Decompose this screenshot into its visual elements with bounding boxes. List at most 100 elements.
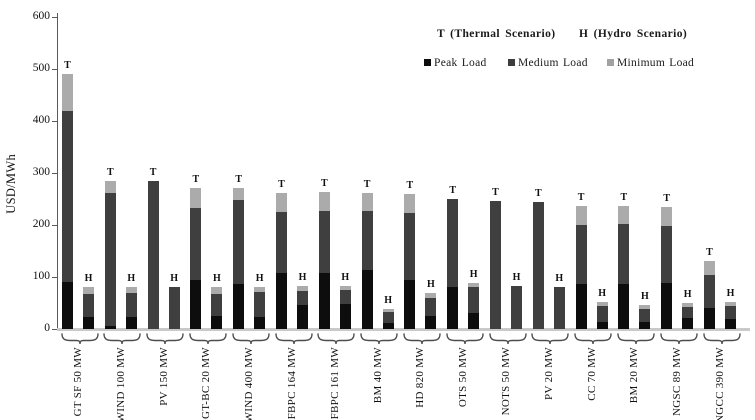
bar-stack-hydro — [725, 301, 736, 329]
group-brace-icon — [659, 332, 698, 350]
bar-segment-medium-load — [254, 292, 266, 318]
group-brace-icon — [274, 332, 313, 350]
group-brace-icon — [445, 332, 484, 350]
scenario-letter-thermal: T — [577, 191, 585, 203]
bar-segment-medium-load — [276, 211, 287, 273]
bar-segment-minimum-load — [233, 188, 245, 201]
bar-segment-medium-load — [318, 210, 330, 273]
bar-stack-hydro — [511, 285, 522, 329]
bar-stack-thermal — [190, 188, 202, 329]
scenario-letter-hydro: H — [341, 272, 350, 284]
bar-segment-peak-load — [639, 322, 651, 329]
bar-segment-medium-load — [168, 287, 180, 329]
bar-segment-minimum-load — [618, 205, 630, 224]
bar-segment-minimum-load — [211, 287, 223, 295]
category-label: CC 70 MW — [585, 347, 598, 401]
group-brace-icon — [531, 332, 569, 350]
bar-segment-minimum-load — [682, 303, 694, 308]
y-tick-mark — [52, 329, 57, 330]
scenario-letter-thermal: T — [278, 178, 285, 190]
bar-stack-thermal — [147, 180, 159, 329]
y-axis-line — [57, 13, 58, 331]
bar-segment-peak-load — [190, 279, 202, 329]
bar-stack-hydro — [425, 292, 437, 329]
bar-segment-medium-load — [233, 200, 245, 284]
scenario-letter-hydro: H — [598, 287, 606, 299]
legend-label: Minimum Load — [617, 57, 695, 69]
bar-segment-medium-load — [639, 309, 651, 323]
bar-segment-medium-load — [147, 180, 159, 329]
group-brace-icon — [702, 332, 741, 350]
bar-stack-hydro — [168, 287, 180, 329]
bar-segment-peak-load — [361, 270, 373, 329]
bar-segment-medium-load — [511, 285, 522, 329]
legend-hydro-scenario: H (Hydro Scenario) — [579, 28, 688, 40]
scenario-letter-hydro: H — [469, 269, 478, 281]
bar-stack-hydro — [553, 287, 565, 329]
scenario-letter-hydro: H — [255, 273, 264, 285]
group-brace-icon — [360, 332, 398, 350]
group-brace-icon — [317, 332, 355, 350]
category-label: WIND 400 MW — [243, 347, 256, 420]
bar-segment-peak-load — [661, 283, 673, 329]
scenario-letter-thermal: T — [192, 174, 200, 186]
y-tick-mark — [52, 173, 57, 174]
bar-segment-minimum-load — [425, 292, 437, 298]
bar-segment-medium-load — [104, 192, 116, 327]
bar-segment-peak-load — [404, 279, 416, 329]
y-tick-label: 300 — [32, 166, 50, 178]
bar-segment-minimum-load — [575, 205, 587, 225]
bar-stack-hydro — [83, 287, 94, 329]
scenario-letter-thermal: T — [706, 246, 713, 258]
bar-segment-medium-load — [490, 201, 501, 329]
category-label: GT SF 50 MW — [72, 347, 84, 417]
bar-segment-peak-load — [704, 308, 715, 329]
legend-label: Medium Load — [518, 57, 588, 69]
bar-segment-medium-load — [425, 297, 437, 316]
bar-stack-thermal — [276, 192, 287, 329]
scenario-letter-hydro: H — [427, 278, 435, 290]
scenario-letter-hydro: H — [170, 273, 178, 285]
group-brace-icon — [403, 332, 441, 350]
bar-stack-hydro — [382, 309, 394, 329]
minimum-load-swatch-icon — [607, 59, 614, 66]
bar-stack-hydro — [297, 285, 308, 329]
scenario-letter-hydro: H — [555, 273, 564, 285]
category-label: OTS 50 MW — [457, 347, 470, 408]
bar-segment-minimum-load — [297, 285, 308, 292]
bar-segment-minimum-load — [276, 192, 287, 212]
bar-segment-minimum-load — [382, 309, 394, 312]
category-label: PV 150 MW — [157, 347, 170, 406]
bar-segment-peak-load — [125, 317, 137, 329]
bar-segment-peak-load — [725, 319, 736, 329]
bar-stack-thermal — [490, 201, 501, 329]
category-label: BM 20 MW — [628, 347, 641, 404]
x-axis-line — [57, 328, 750, 331]
legend-item-medium-load: Medium Load — [508, 57, 588, 69]
bar-segment-minimum-load — [62, 74, 73, 111]
bar-segment-peak-load — [233, 283, 245, 329]
bar-segment-medium-load — [575, 224, 587, 284]
bar-segment-medium-load — [83, 294, 94, 318]
bar-stack-thermal — [704, 260, 715, 329]
scenario-letter-thermal: T — [106, 166, 114, 178]
bar-stack-thermal — [447, 199, 459, 329]
bar-segment-peak-load — [318, 272, 330, 329]
bar-stack-thermal — [233, 188, 245, 329]
bar-segment-medium-load — [297, 291, 308, 306]
group-brace-icon — [60, 332, 99, 350]
scenario-letter-hydro: H — [512, 271, 521, 283]
bar-segment-minimum-load — [596, 301, 608, 306]
category-label: PV 20 MW — [542, 347, 555, 400]
category-label: WIND 100 MW — [114, 347, 127, 420]
bar-stack-thermal — [575, 205, 587, 329]
y-tick-label: 400 — [32, 114, 50, 126]
bar-segment-minimum-load — [404, 193, 416, 214]
bar-stack-thermal — [318, 192, 330, 329]
scenario-letter-thermal: T — [620, 191, 628, 203]
bar-stack-hydro — [339, 286, 351, 329]
bar-segment-peak-load — [297, 305, 308, 329]
y-tick-label: 500 — [32, 62, 50, 74]
y-tick-mark — [52, 225, 57, 226]
